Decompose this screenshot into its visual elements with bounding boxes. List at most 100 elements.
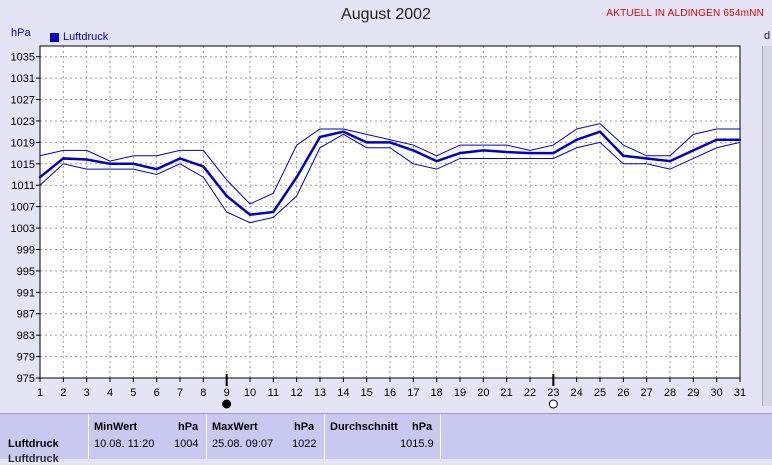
data-point — [38, 175, 42, 179]
legend: Luftdruck — [50, 31, 108, 43]
max-unit: hPa — [294, 421, 315, 433]
right-scrollbar[interactable] — [762, 46, 772, 406]
data-point — [365, 141, 368, 144]
x-tick-label: 31 — [734, 387, 746, 399]
cut-off-text: d — [764, 30, 771, 42]
y-tick-label: 1011 — [11, 180, 35, 192]
x-tick-label: 27 — [641, 387, 653, 399]
y-tick-label: 1027 — [11, 95, 35, 107]
y-tick-label: 995 — [17, 266, 35, 278]
data-point — [85, 158, 88, 161]
chart-title: August 2002 — [341, 6, 431, 23]
y-tick-label: 991 — [17, 287, 35, 299]
x-tick-label: 7 — [177, 387, 183, 399]
data-point — [202, 165, 205, 168]
y-tick-label: 1019 — [11, 137, 35, 149]
data-point — [552, 151, 555, 155]
x-tick-label: 15 — [361, 387, 373, 399]
data-point — [388, 141, 392, 144]
y-tick-label: 1035 — [11, 52, 35, 64]
y-tick-label: 1015 — [11, 159, 35, 171]
x-tick-label: 14 — [337, 387, 349, 399]
x-tick-label: 3 — [84, 387, 90, 399]
new-moon-icon — [222, 399, 232, 409]
stats-row-label-cut: Luftdruck — [8, 453, 59, 465]
series-max-line — [39, 123, 740, 205]
data-point — [622, 154, 625, 157]
x-tick-label: 22 — [524, 387, 536, 399]
x-tick-label: 1 — [37, 387, 43, 399]
data-point — [458, 151, 462, 155]
data-point — [435, 159, 438, 163]
y-tick-label: 979 — [17, 352, 35, 364]
series-min-line — [39, 133, 741, 224]
y-axis-unit: hPa — [11, 27, 31, 39]
data-point — [645, 157, 648, 160]
x-tick-label: 28 — [664, 387, 676, 399]
y-tick-label: 1007 — [11, 202, 35, 214]
y-tick-label: 1031 — [11, 73, 35, 85]
y-tick-label: 1003 — [11, 223, 35, 235]
data-point — [668, 159, 672, 163]
x-tick-label: 6 — [154, 387, 160, 399]
stats-row-label: Luftdruck — [8, 438, 59, 450]
data-point — [155, 167, 158, 171]
chart-canvas: 9759799839879919959991003100710111015101… — [11, 45, 746, 409]
data-point — [178, 157, 182, 160]
x-tick-label: 20 — [477, 387, 489, 399]
stats-max-cell: MaxWert hPa 25.08. 09:07 1022 — [206, 414, 325, 459]
x-tick-label: 2 — [60, 387, 66, 399]
y-tick-label: 975 — [17, 373, 35, 385]
avg-unit: hPa — [412, 421, 433, 433]
data-point — [598, 130, 602, 133]
max-time: 25.08. 09:07 — [212, 438, 274, 450]
min-value: 1004 — [174, 438, 199, 450]
min-header: MinWert — [94, 421, 138, 433]
stats-panel: Luftdruck Luftdruck MinWert hPa 10.08. 1… — [0, 413, 772, 465]
stats-min-cell: MinWert hPa 10.08. 11:20 1004 — [88, 414, 207, 459]
y-tick-label: 987 — [17, 309, 35, 321]
x-tick-label: 11 — [268, 387, 279, 399]
data-point — [272, 210, 275, 214]
data-point — [248, 213, 252, 216]
x-tick-label: 4 — [107, 387, 113, 399]
x-tick-label: 18 — [431, 387, 443, 399]
data-point — [225, 194, 228, 198]
max-header: MaxWert — [212, 421, 258, 433]
x-tick-label: 17 — [407, 387, 419, 399]
x-tick-label: 25 — [594, 387, 606, 399]
stats-avg-cell: Durchschnitt hPa 1015.9 — [324, 414, 441, 459]
y-tick-label: 999 — [17, 244, 35, 256]
data-point — [342, 130, 345, 133]
x-tick-label: 30 — [711, 387, 723, 399]
data-point — [528, 151, 532, 155]
x-tick-label: 23 — [547, 387, 559, 399]
data-point — [412, 149, 415, 152]
legend-swatch — [50, 32, 59, 42]
data-point — [505, 150, 508, 154]
x-tick-label: 8 — [200, 387, 206, 399]
legend-label: Luftdruck — [63, 31, 109, 43]
avg-value: 1015.9 — [400, 438, 434, 450]
y-tick-label: 983 — [17, 330, 35, 342]
data-point — [482, 149, 485, 152]
avg-header: Durchschnitt — [330, 421, 398, 433]
data-point — [295, 175, 298, 179]
x-tick-label: 19 — [454, 387, 466, 399]
min-unit: hPa — [178, 421, 199, 433]
x-tick-label: 5 — [130, 387, 136, 399]
data-point — [575, 138, 578, 141]
min-time: 10.08. 11:20 — [94, 438, 155, 450]
station-label: AKTUELL IN ALDINGEN 654mNN — [606, 8, 764, 19]
x-tick-label: 21 — [501, 387, 513, 399]
data-point — [318, 135, 322, 139]
x-tick-label: 12 — [291, 387, 303, 399]
y-tick-label: 1023 — [11, 116, 35, 128]
x-tick-label: 29 — [687, 387, 699, 399]
data-point — [692, 149, 695, 152]
x-tick-label: 9 — [224, 387, 230, 399]
data-point — [738, 138, 742, 141]
data-point — [108, 162, 112, 166]
full-moon-icon — [548, 399, 558, 409]
x-tick-label: 26 — [617, 387, 629, 399]
